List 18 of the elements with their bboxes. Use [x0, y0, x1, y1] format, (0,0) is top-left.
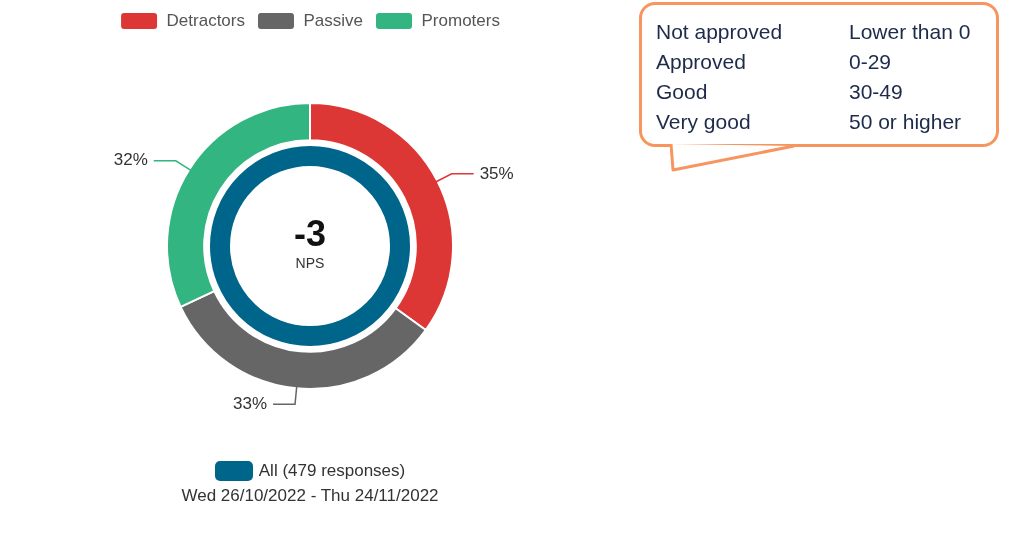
text: -3 [293, 212, 327, 254]
text: Very good [656, 109, 752, 134]
data-label: 33% [233, 393, 268, 413]
text: Approved [656, 49, 747, 74]
text: NPS [295, 254, 325, 271]
text: 30-49 [849, 79, 904, 104]
slice-label: All (479 responses) [258, 460, 406, 482]
text: 0-29 [849, 49, 893, 74]
legend-label: Detractors [166, 10, 245, 30]
text: Lower than 0 [849, 19, 972, 44]
legend-label: Passive [303, 10, 364, 30]
text: Good [656, 79, 709, 104]
text: 50 or higher [849, 109, 963, 134]
text: Wed 26/10/2022 - Thu 24/11/2022 [180, 485, 440, 507]
legend-label: Promoters [421, 10, 500, 30]
data-label: 32% [113, 150, 148, 170]
text: Not approved [656, 19, 784, 44]
data-label: 35% [479, 163, 514, 183]
